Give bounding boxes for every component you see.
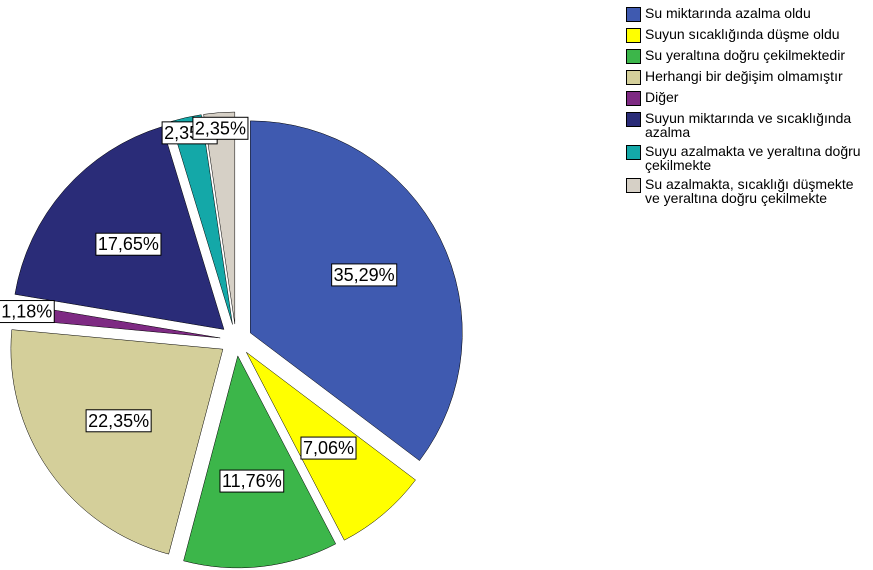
legend-label: Su miktarında azalma oldu [645,5,811,21]
legend-swatch [626,7,641,22]
legend-label: Suyu azalmakta ve yeraltına doğru çekilm… [645,143,861,173]
data-label: 35,29% [331,263,398,287]
legend-swatch [626,28,641,43]
data-label-text: 11,76% [222,471,282,491]
legend-item: Suyu azalmakta ve yeraltına doğru çekilm… [626,144,871,172]
pie-area: 35,29%7,06%11,76%22,35%1,18%17,65%2,35%2… [0,111,463,569]
legend-label: Suyun miktarında ve sıcaklığında azalma [645,110,852,140]
data-label: 7,06% [300,436,357,460]
label-box [331,263,398,287]
legend-label: Su yeraltına doğru çekilmektedir [645,47,845,63]
legend-item: Herhangi bir değişim olmamıştır [626,69,871,85]
legend-swatch [626,49,641,64]
data-label-text: 2,35% [195,118,246,138]
legend-item: Su yeraltına doğru çekilmektedir [626,48,871,64]
legend-item: Su azalmakta, sıcaklığı düşmekte ve yera… [626,177,871,205]
data-label-text: 1,18% [1,302,52,322]
data-label: 22,35% [85,409,152,433]
label-box [192,116,249,140]
label-box [300,436,357,460]
legend-item: Suyun miktarında ve sıcaklığında azalma [626,111,871,139]
legend-label: Suyun sıcaklığında düşme oldu [645,26,840,42]
legend: Su miktarında azalma oldu Suyun sıcaklığı… [626,6,871,210]
data-label: 17,65% [95,232,162,256]
data-label-text: 35,29% [334,265,395,285]
pie-slice [183,355,337,569]
label-box [0,300,55,324]
pie-slice [10,329,224,555]
legend-label: Herhangi bir değişim olmamıştır [645,68,843,84]
legend-swatch [626,70,641,85]
pie-slice [203,111,236,325]
legend-swatch [626,112,641,127]
data-label: 1,18% [0,300,55,324]
legend-label: Su azalmakta, sıcaklığı düşmekte ve yera… [645,176,854,206]
label-box [219,469,285,493]
legend-swatch [626,145,641,160]
legend-swatch [626,91,641,106]
pie-slice [250,120,463,461]
legend-item: Suyun sıcaklığında düşme oldu [626,27,871,43]
legend-item: Su miktarında azalma oldu [626,6,871,22]
data-label-text: 22,35% [88,411,149,431]
label-box [85,409,152,433]
data-label-text: 17,65% [98,234,159,254]
label-box [95,232,162,256]
legend-label: Diğer [645,89,679,105]
pie-slice [14,126,225,330]
legend-swatch [626,178,641,193]
legend-item: Diğer [626,90,871,106]
data-label: 11,76% [219,469,285,493]
data-label: 2,35% [192,116,249,140]
data-label-text: 7,06% [303,438,354,458]
